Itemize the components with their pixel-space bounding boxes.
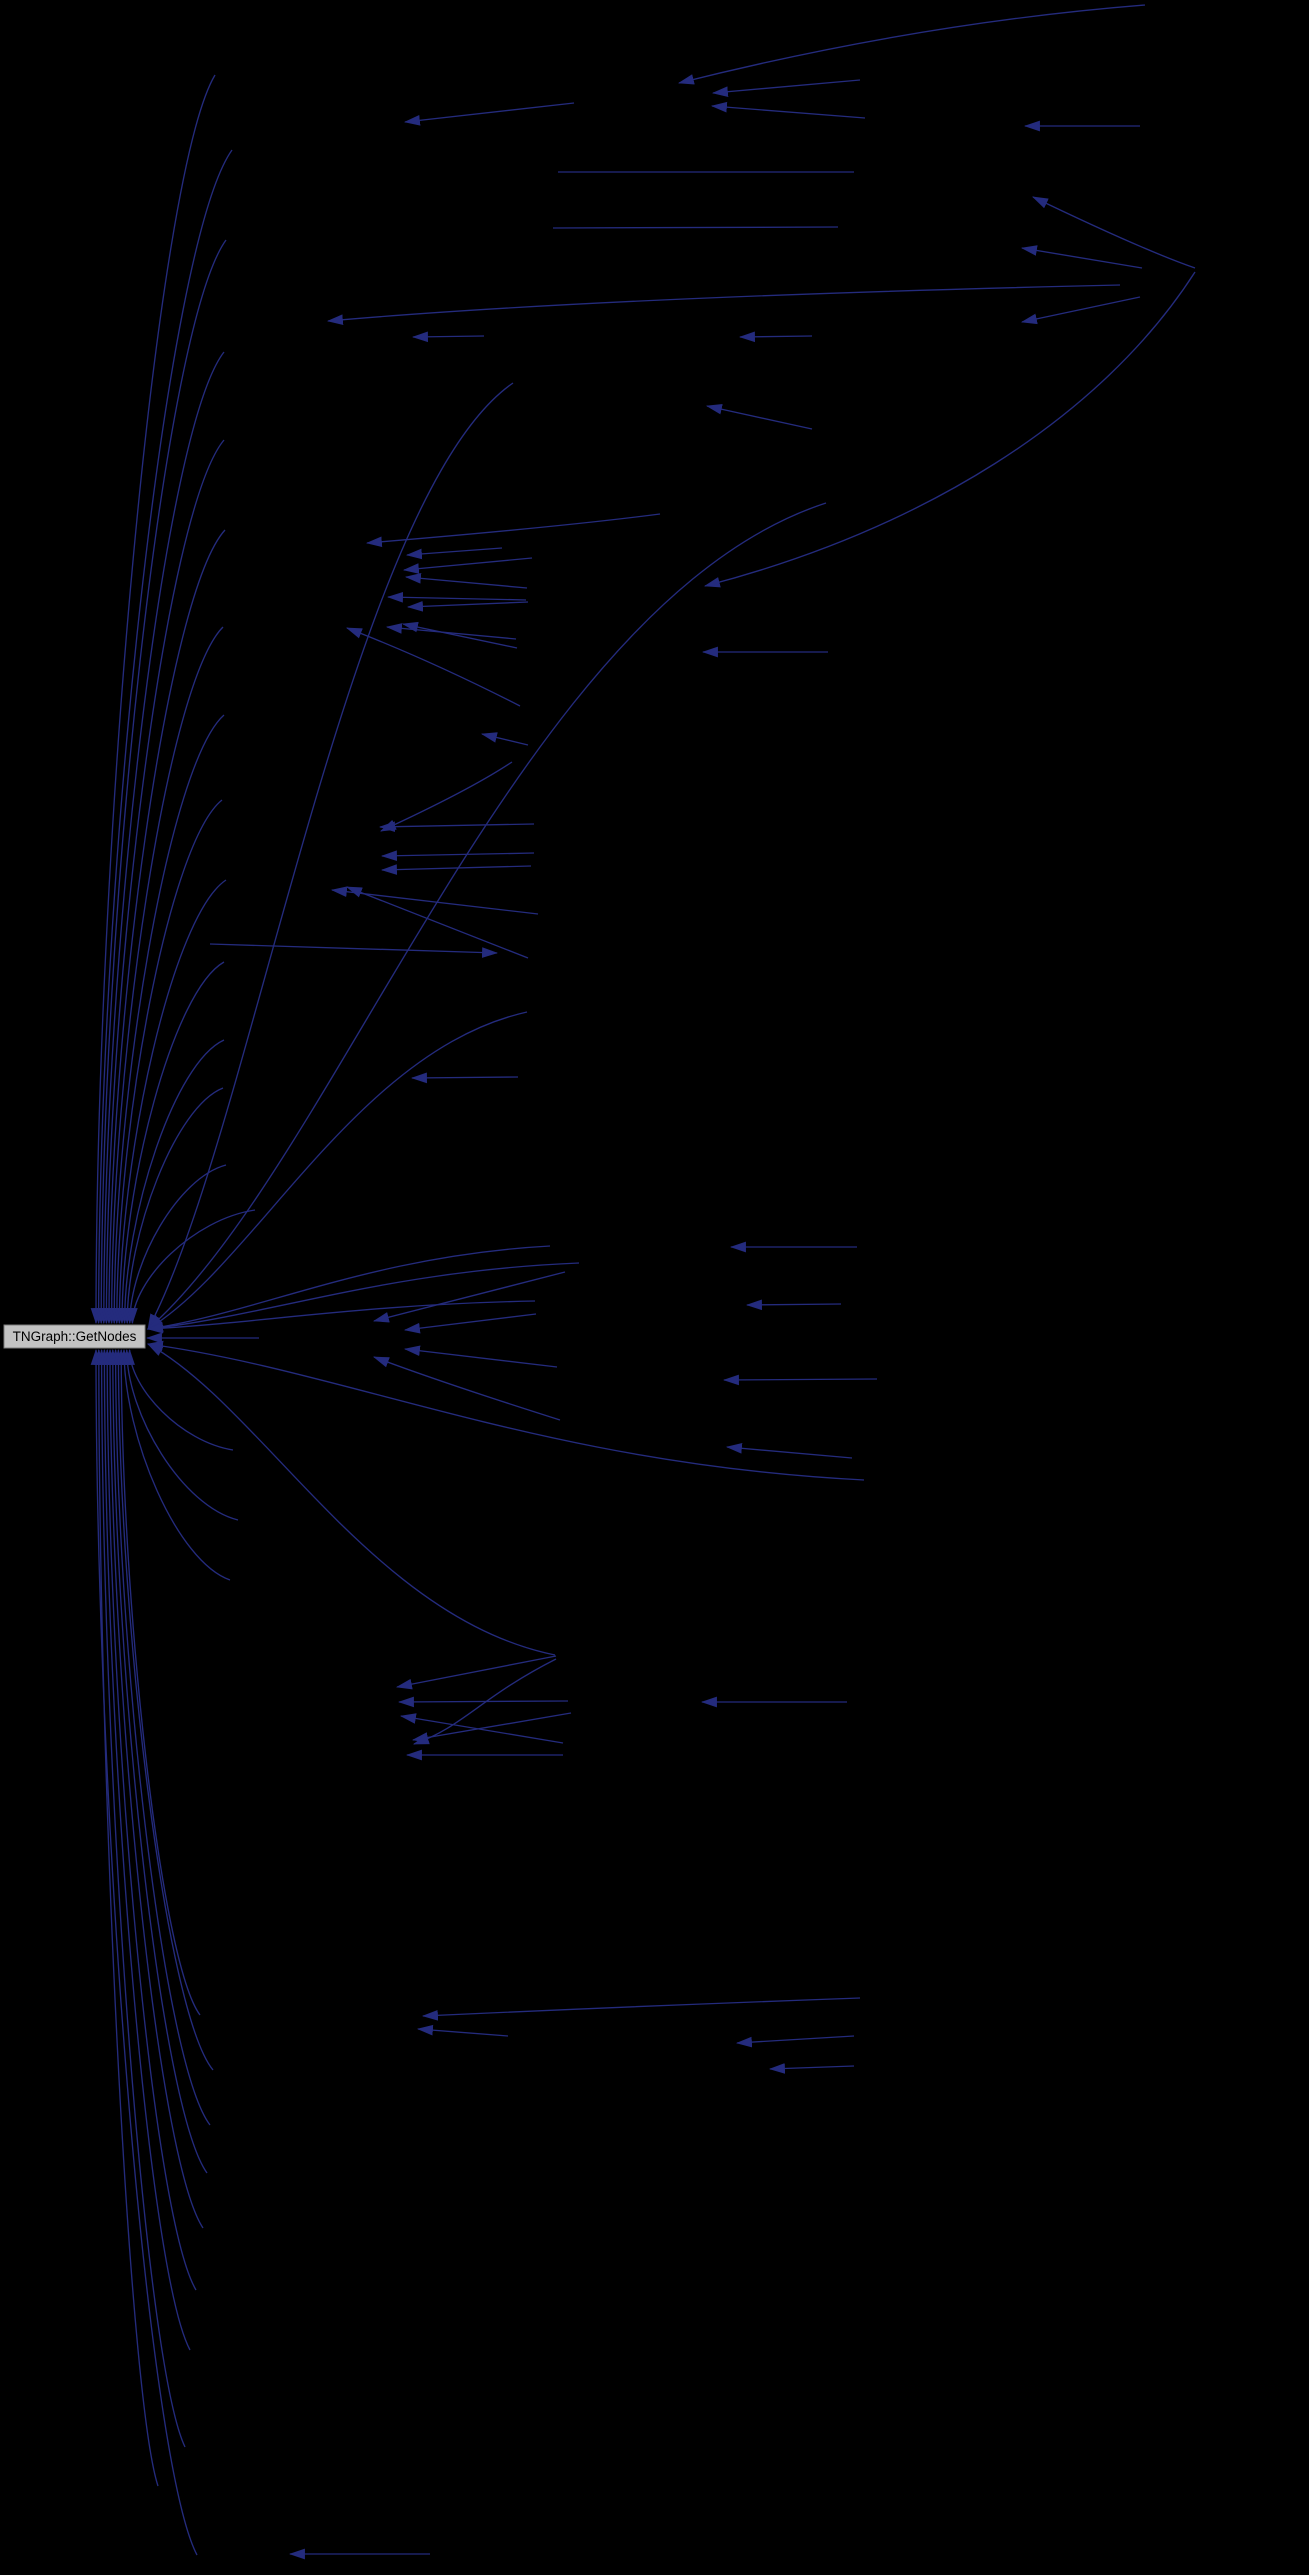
root-node-box[interactable] (3, 1324, 146, 1349)
edge (103, 529, 226, 1325)
edge (146, 1262, 580, 1333)
edge (115, 1348, 201, 2016)
edge (1032, 196, 1196, 269)
edge (111, 799, 223, 1325)
edge (703, 271, 1196, 588)
edge (99, 1348, 191, 2351)
edge (386, 591, 527, 603)
edge (410, 1072, 519, 1084)
edge (146, 1245, 551, 1333)
edge (380, 850, 535, 862)
edge (346, 627, 521, 707)
edge (403, 102, 575, 126)
edge (395, 1655, 557, 1690)
edge (404, 573, 528, 589)
edge (209, 943, 499, 958)
edge (147, 1343, 556, 1656)
edge (378, 821, 535, 833)
edge (147, 1011, 528, 1330)
edge (372, 1271, 566, 1323)
edge (96, 1348, 186, 2448)
edge (380, 864, 532, 875)
edge (147, 502, 827, 1330)
edge (705, 403, 813, 430)
edge (90, 1348, 198, 2556)
edge (1020, 245, 1143, 269)
edge (403, 1313, 537, 1334)
edge (118, 1348, 231, 1581)
edge (116, 961, 225, 1325)
edge (146, 1340, 865, 1481)
edge (326, 284, 1121, 326)
edge (421, 1997, 861, 2021)
edge (106, 626, 224, 1325)
edge (406, 601, 529, 612)
edge (552, 226, 839, 229)
edge (480, 732, 529, 746)
edge (90, 74, 216, 1325)
edge (110, 1348, 211, 2126)
edge (768, 2063, 855, 2074)
edge (725, 1442, 853, 1459)
edge (677, 4, 1146, 85)
edge (411, 1712, 572, 1743)
edge (124, 1164, 227, 1325)
edge (399, 1713, 564, 1744)
edge (113, 1348, 214, 2071)
edge (108, 714, 225, 1325)
edge (101, 439, 225, 1325)
edge (365, 513, 661, 548)
edge (403, 1345, 558, 1368)
edge (127, 1209, 256, 1325)
edge (402, 557, 533, 574)
edge (95, 239, 227, 1325)
edge (93, 1348, 159, 2487)
edge (416, 2024, 509, 2037)
edge (412, 1658, 557, 1745)
edge (93, 149, 233, 1325)
root-node[interactable]: TNGraph::GetNodes (3, 1324, 146, 1349)
edge (124, 1348, 234, 1451)
edge (735, 2035, 855, 2048)
edge (98, 351, 225, 1325)
edge (711, 79, 861, 97)
edge (346, 886, 529, 959)
edge (107, 1348, 208, 2174)
edge (104, 1348, 204, 2229)
edge (114, 879, 227, 1325)
edge (710, 101, 866, 119)
root-node-label: TNGraph::GetNodes (13, 1329, 137, 1344)
edge (397, 1696, 569, 1708)
edge (146, 1300, 536, 1334)
edge (101, 1348, 197, 2291)
edge (380, 761, 513, 832)
edge (738, 331, 813, 343)
edge (121, 1348, 239, 1521)
edge (401, 621, 518, 649)
edge (745, 1299, 842, 1311)
edge (722, 1374, 878, 1386)
edges-layer (90, 4, 1196, 2560)
edge (119, 1039, 225, 1325)
edge (1020, 296, 1141, 325)
edge (121, 1087, 224, 1325)
edge (405, 547, 503, 560)
edge (373, 1356, 561, 1421)
edge (147, 382, 514, 1330)
edge (385, 623, 517, 640)
edge (411, 331, 485, 343)
